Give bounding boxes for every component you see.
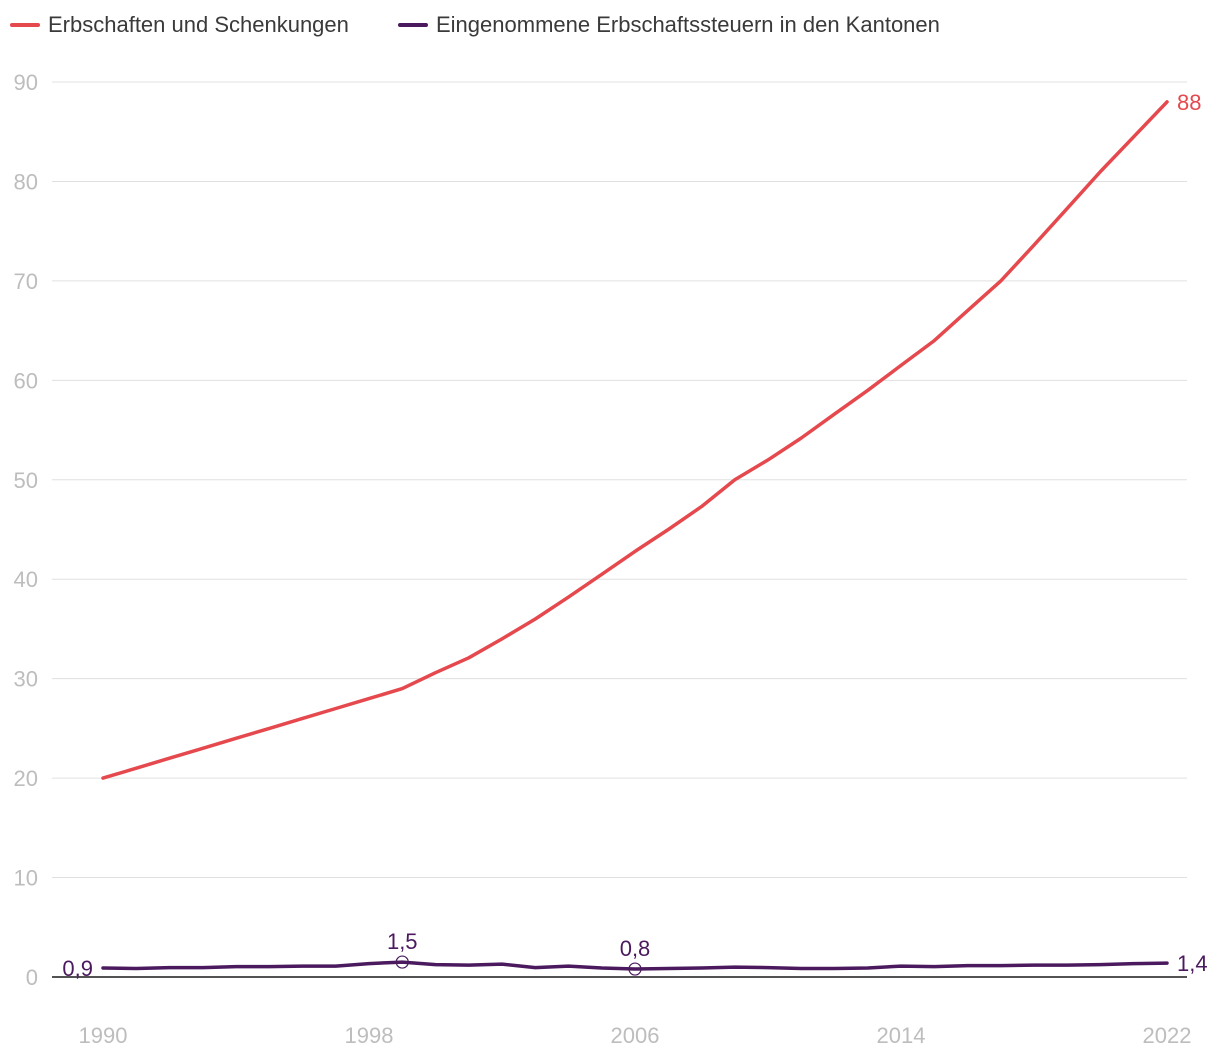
y-tick-label: 20 — [14, 766, 38, 791]
y-tick-label: 70 — [14, 269, 38, 294]
y-tick-label: 80 — [14, 169, 38, 194]
data-label: 1,4 — [1177, 951, 1208, 976]
legend-label-inheritances: Erbschaften und Schenkungen — [48, 12, 349, 37]
x-tick-label: 2014 — [877, 1023, 926, 1048]
grid-lines — [52, 81, 1187, 978]
y-tick-label: 90 — [14, 70, 38, 95]
legend-label-inheritance-tax: Eingenommene Erbschaftssteuern in den Ka… — [436, 12, 940, 37]
legend-item-inheritances[interactable]: Erbschaften und Schenkungen — [10, 12, 349, 38]
legend-swatch-inheritances — [10, 23, 40, 27]
y-tick-label: 0 — [26, 965, 38, 990]
series-line-1 — [101, 960, 1169, 971]
data-label: 88 — [1177, 90, 1201, 115]
x-tick-label: 1990 — [79, 1023, 128, 1048]
axis-ticks: 0 10 20 30 40 50 60 70 80 90 1990 1998 2006 2014 2022 — [14, 70, 1192, 1048]
y-tick-label: 10 — [14, 866, 38, 891]
data-label: 1,5 — [387, 929, 418, 954]
chart-legend: Erbschaften und Schenkungen Eingenommene… — [0, 0, 1220, 56]
legend-swatch-inheritance-tax — [398, 23, 428, 27]
y-tick-label: 40 — [14, 567, 38, 592]
data-point-marker — [395, 955, 409, 969]
x-tick-label: 2022 — [1143, 1023, 1192, 1048]
y-tick-label: 50 — [14, 468, 38, 493]
data-label: 0,8 — [620, 936, 651, 961]
data-label: 0,9 — [62, 956, 93, 981]
y-tick-label: 60 — [14, 368, 38, 393]
legend-item-inheritance-tax[interactable]: Eingenommene Erbschaftssteuern in den Ka… — [398, 12, 940, 38]
series-line-0 — [101, 100, 1169, 780]
data-labels: 88 0,9 1,5 0,8 1,4 — [62, 90, 1207, 981]
x-tick-label: 1998 — [345, 1023, 394, 1048]
series-lines — [101, 100, 1169, 971]
x-tick-label: 2006 — [611, 1023, 660, 1048]
data-point-marker — [628, 962, 642, 976]
y-tick-label: 30 — [14, 667, 38, 692]
